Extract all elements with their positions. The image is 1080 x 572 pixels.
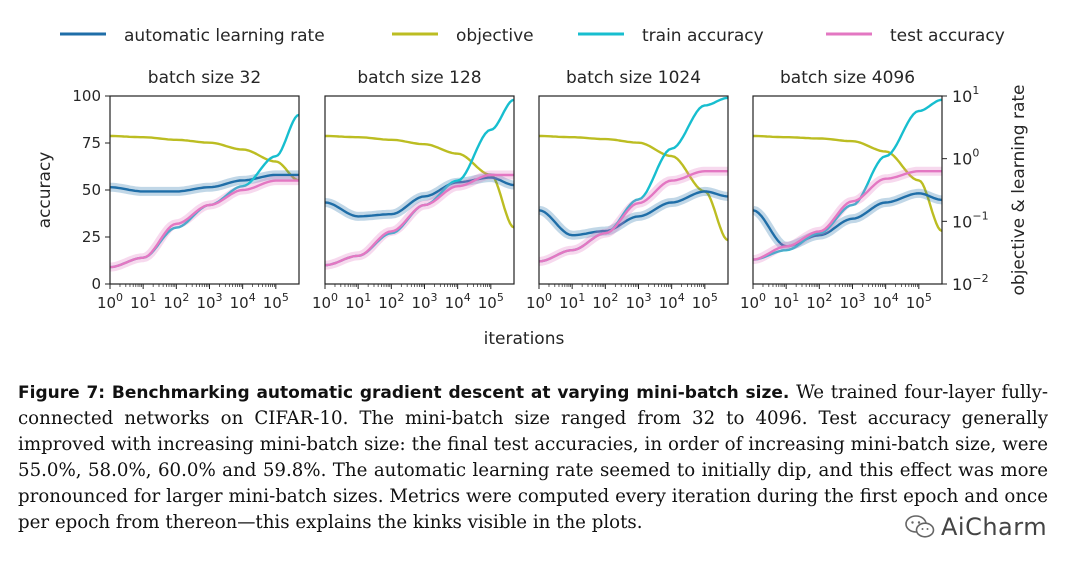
y-right-tick-label: 100 [952,147,979,169]
x-tick-label: 103 [411,291,437,312]
legend-entry: train accuracy [578,26,764,46]
series-line [539,190,728,237]
y-tick-label: 50 [82,181,101,199]
y-axis-label-left: accuracy [35,152,55,229]
panel-title: batch size 32 [148,68,261,88]
x-tick-label: 100 [740,291,766,312]
series-line [753,134,942,233]
legend-entry: test accuracy [826,26,1005,46]
y-tick-label: 75 [82,134,101,152]
x-tick-label: 104 [445,291,471,312]
legend-label: objective [456,26,534,46]
x-tick-label: 103 [196,291,222,312]
x-tick-label: 105 [692,291,718,312]
series-line [753,98,942,261]
panel-title: batch size 128 [357,68,481,88]
x-tick-label: 102 [163,291,189,312]
panel-title: batch size 4096 [780,68,915,88]
y-right-tick-label: 10−1 [952,209,989,231]
legend-label: automatic learning rate [124,26,325,46]
x-tick-label: 101 [130,291,156,312]
chart-panel: batch size 1024 100 101 102 103 104 105 [526,68,729,312]
series-line [110,173,299,193]
x-tick-label: 105 [263,291,289,312]
x-tick-label: 100 [526,291,552,312]
caption-label: Figure 7: Benchmarking automatic gradien… [18,383,790,403]
wechat-icon [905,515,935,538]
x-tick-label: 102 [806,291,832,312]
series-line [110,179,299,269]
chart-panels: batch size 32 100 101 102 103 104 105 0 25 50 75 10… [72,68,988,312]
x-tick-label: 102 [378,291,404,312]
y-right-tick-label: 10−2 [952,272,989,294]
x-tick-label: 100 [97,291,123,312]
y-tick-label: 100 [72,87,101,105]
x-tick-label: 102 [592,291,618,312]
y-tick-label: 25 [82,228,101,246]
y-axis-label-right: objective & learning rate [1009,85,1029,296]
x-tick-label: 105 [478,291,504,312]
watermark: AiCharm [905,512,1047,542]
legend-entry: automatic learning rate [60,26,325,46]
series-line [753,170,942,261]
x-tick-label: 101 [773,291,799,312]
plot-area [753,98,942,265]
x-tick-label: 105 [906,291,932,312]
x-axis-label: iterations [484,329,565,349]
series-line [325,176,514,218]
benchmark-figure: automatic learning rate objective train ac… [35,26,1029,349]
legend-label: test accuracy [890,26,1005,46]
x-tick-label: 103 [839,291,865,312]
x-tick-label: 104 [873,291,899,312]
series-band [539,186,728,240]
plot-area [110,113,299,272]
caption-text: We trained four-layer fully-connected ne… [18,382,1048,533]
plot-area [325,98,514,270]
figure-legend: automatic learning rate objective train ac… [60,26,1005,46]
plot-area [539,96,728,266]
x-tick-label: 101 [559,291,585,312]
x-tick-label: 101 [345,291,371,312]
y-tick-label: 0 [91,275,101,293]
series-line [325,98,514,267]
chart-panel: batch size 4096 100 101 102 103 104 105 10−2 10−… [740,68,989,312]
x-tick-label: 100 [312,291,338,312]
x-tick-label: 104 [230,291,256,312]
series-line [325,173,514,267]
y-right-tick-label: 101 [952,84,979,106]
x-tick-label: 103 [625,291,651,312]
chart-panel: batch size 128 100 101 102 103 104 105 [312,68,515,312]
figure-caption: Figure 7: Benchmarking automatic gradien… [18,380,1048,536]
legend-label: train accuracy [642,26,764,46]
series-line [539,170,728,263]
legend-entry: objective [392,26,534,46]
chart-panel: batch size 32 100 101 102 103 104 105 0 25 50 75 10… [72,68,300,312]
series-line [110,134,299,182]
x-tick-label: 104 [659,291,685,312]
watermark-text: AiCharm [941,513,1048,541]
panel-title: batch size 1024 [566,68,701,88]
